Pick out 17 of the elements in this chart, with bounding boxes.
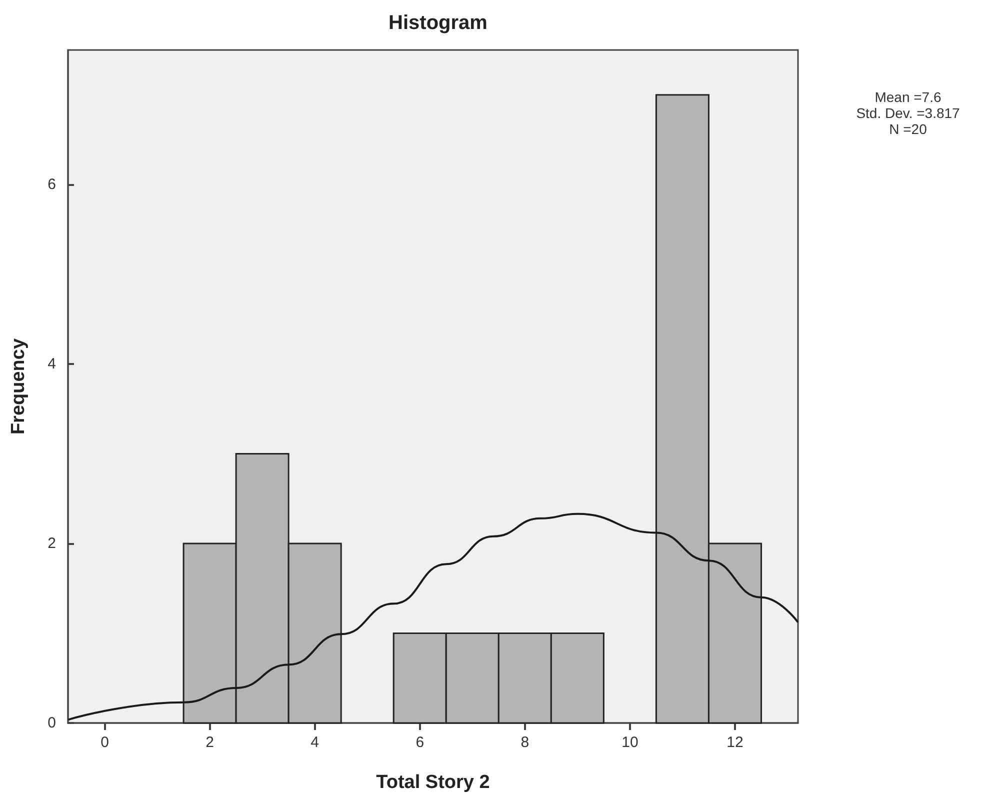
x-tick-label: 6 [416,734,424,751]
x-tick-label: 4 [310,734,320,751]
chart-title: Histogram [388,12,488,34]
text: Mean =7.6 [874,89,942,105]
x-tick-label: 10 [622,734,638,751]
x-tick-label: 12 [726,734,744,751]
text: N =20 [889,121,928,137]
y-axis-title: Frequency [8,338,29,435]
y-tick-label: 2 [48,535,56,552]
x-tick-label: 2 [206,734,214,751]
y-tick-label: 6 [48,176,56,194]
x-tick-label: 0 [100,734,109,751]
y-tick-label: 0 [48,714,56,732]
x-tick-label: 8 [520,734,530,751]
text: Std. Dev. =3.817 [856,105,960,121]
y-tick-label: 4 [48,356,56,373]
x-axis-title: Total Story 2 [376,772,490,793]
